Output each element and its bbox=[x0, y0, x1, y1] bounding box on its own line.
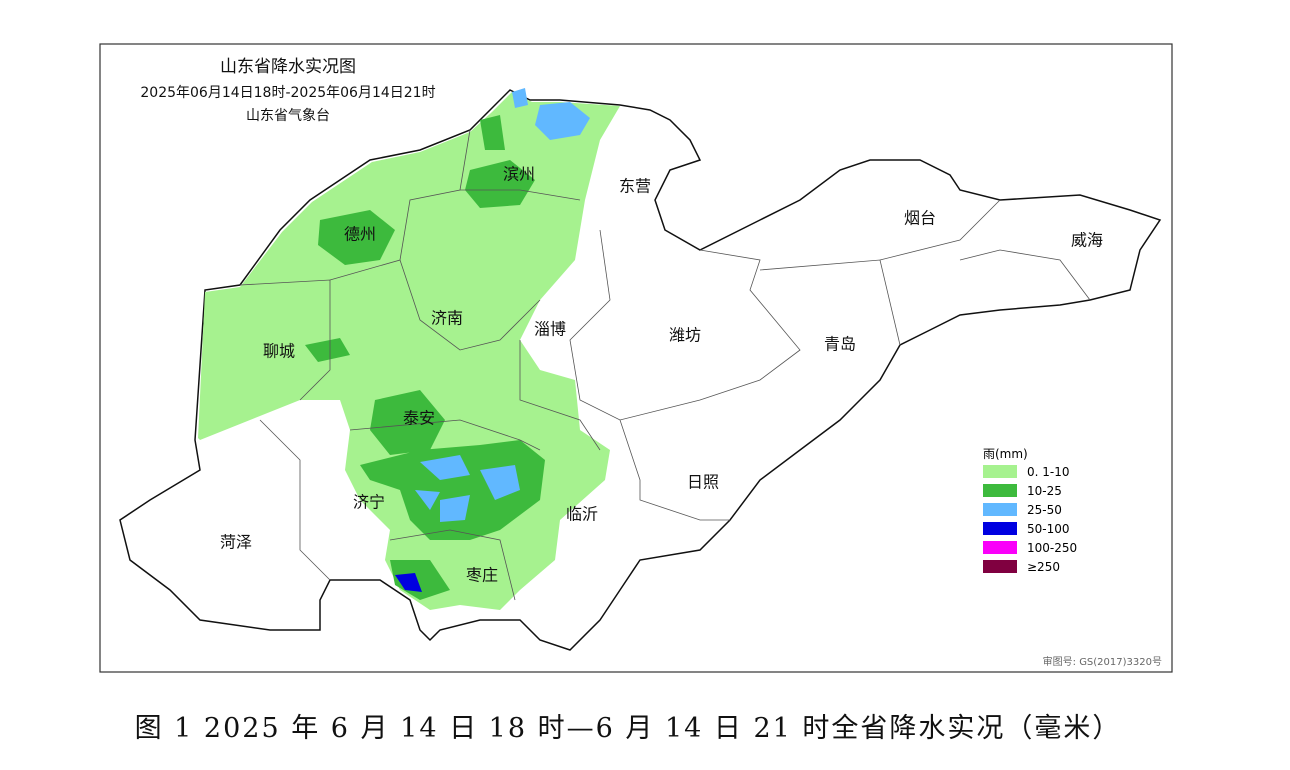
approval-number: 审图号: GS(2017)3320号 bbox=[1043, 655, 1162, 668]
rain-intense bbox=[395, 573, 422, 592]
city-label: 威海 bbox=[1071, 231, 1103, 250]
city-label: 烟台 bbox=[904, 209, 936, 228]
city-label: 淄博 bbox=[534, 320, 566, 339]
city-boundaries bbox=[239, 129, 1091, 601]
city-labels: 德州 滨州 东营 烟台 威海 聊城 济南 淄博 潍坊 青岛 泰安 济宁 临沂 日… bbox=[220, 165, 1103, 585]
city-label: 潍坊 bbox=[669, 326, 701, 345]
map-subtitle: 2025年06月14日18时-2025年06月14日21时 bbox=[140, 85, 435, 101]
legend-swatch bbox=[983, 465, 1017, 478]
city-label: 菏泽 bbox=[220, 533, 252, 552]
caption: 图 1 2025 年 6 月 14 日 18 时—6 月 14 日 21 时全省… bbox=[135, 713, 1122, 744]
legend-swatch bbox=[983, 541, 1017, 554]
legend-label: 0. 1-10 bbox=[1027, 465, 1070, 479]
legend-label: 50-100 bbox=[1027, 522, 1070, 536]
city-label: 聊城 bbox=[263, 342, 295, 361]
legend-swatch bbox=[983, 484, 1017, 497]
rain-heavy bbox=[415, 88, 590, 522]
city-label: 滨州 bbox=[503, 165, 535, 184]
legend-swatch bbox=[983, 522, 1017, 535]
city-label: 临沂 bbox=[566, 505, 598, 524]
city-label: 泰安 bbox=[403, 409, 435, 428]
city-label: 青岛 bbox=[824, 335, 856, 354]
legend-label: 10-25 bbox=[1027, 484, 1062, 498]
legend-label: ≥250 bbox=[1027, 560, 1060, 574]
city-label: 枣庄 bbox=[466, 566, 498, 585]
legend-label: 100-250 bbox=[1027, 541, 1077, 555]
map-organization: 山东省气象台 bbox=[246, 108, 330, 124]
legend-swatch bbox=[983, 503, 1017, 516]
legend: 雨(mm) 0. 1-10 10-25 25-50 50-100 100-250 ≥250 bbox=[983, 447, 1077, 574]
legend-title: 雨(mm) bbox=[983, 447, 1028, 461]
city-label: 日照 bbox=[687, 473, 719, 492]
legend-label: 25-50 bbox=[1027, 503, 1062, 517]
legend-swatch bbox=[983, 560, 1017, 573]
city-label: 东营 bbox=[619, 177, 651, 196]
city-label: 济南 bbox=[431, 309, 463, 328]
map-title: 山东省降水实况图 bbox=[220, 57, 356, 77]
city-label: 济宁 bbox=[353, 493, 385, 512]
city-label: 德州 bbox=[344, 225, 376, 244]
